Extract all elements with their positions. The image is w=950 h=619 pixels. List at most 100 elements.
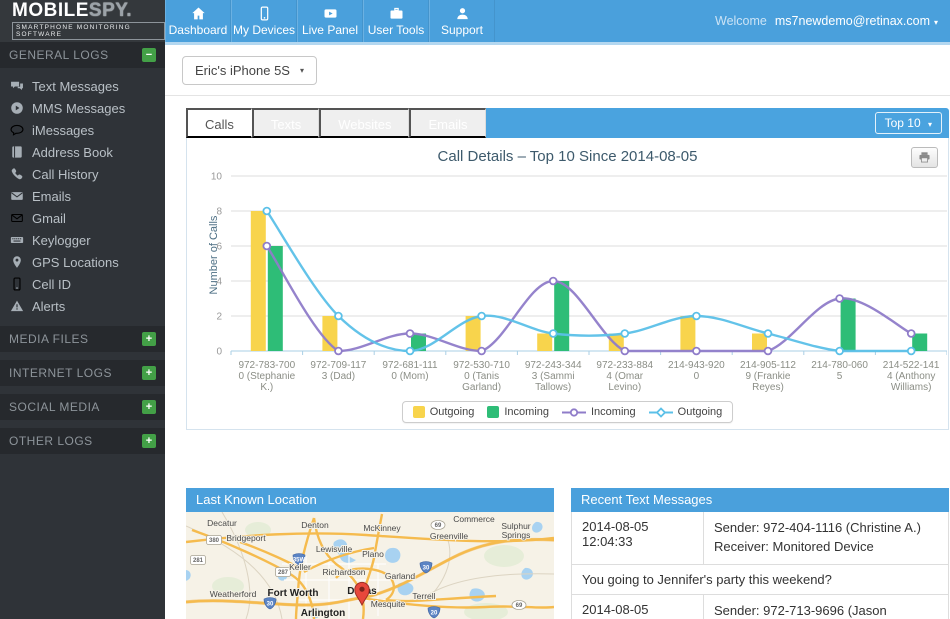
top-nav: DashboardMy DevicesLive PanelUser Tools S…: [165, 0, 495, 42]
x-axis-labels: 972-783-700 0 (Stephanie K.)972-709-117 …: [231, 360, 947, 393]
map-city-label-denton: Denton: [301, 520, 329, 530]
svg-text:30: 30: [267, 602, 274, 608]
nav-item-my-devices[interactable]: My Devices: [231, 0, 297, 42]
keyboard-icon: [10, 233, 24, 247]
sidebar-item-alerts[interactable]: Alerts: [0, 295, 165, 317]
top-filter-label: Top 10: [885, 116, 921, 130]
x-axis-tick-label: 214-905-112 9 (Frankie Reyes): [732, 360, 804, 393]
nav-item-live-panel[interactable]: Live Panel: [297, 0, 363, 42]
dashboard-body: CallsTextsWebsitesEmails Top 10 ▾ Call De…: [165, 96, 950, 619]
expand-section-button[interactable]: +: [142, 434, 156, 448]
sidebar-item-gps-locations[interactable]: GPS Locations: [0, 251, 165, 273]
collapse-section-button[interactable]: −: [142, 48, 156, 62]
map-city-label-decatur: Decatur: [207, 518, 237, 528]
location-map[interactable]: 38028128735W3030206969DecaturBridgeportD…: [186, 512, 554, 619]
chevron-down-icon: ▾: [300, 66, 304, 75]
account-menu[interactable]: ms7newdemo@retinax.com▾: [775, 14, 938, 28]
envelope-icon: [10, 189, 24, 203]
sidebar-item-label: Call History: [32, 167, 98, 182]
call-details-chart-panel: Call Details – Top 10 Since 2014-08-05 N…: [186, 138, 949, 430]
sidebar-items: Text MessagesMMS MessagesiMessages Addres…: [0, 68, 165, 326]
sidebar-item-label: Emails: [32, 189, 71, 204]
sidebar-section-label: OTHER LOGS: [9, 434, 142, 448]
sidebar-section-label: GENERAL LOGS: [9, 48, 142, 62]
legend-label: Outgoing: [678, 406, 723, 418]
phone-icon: [10, 167, 24, 181]
tab-emails[interactable]: Emails: [409, 108, 485, 138]
sidebar-section-label: INTERNET LOGS: [9, 366, 142, 380]
x-axis-tick-label: 972-530-710 0 (Tanis Garland): [446, 360, 518, 393]
x-axis-tick-label: 214-780-060 5: [804, 360, 876, 393]
chart-area: Number of Calls 0246810 972-783-700 0 (S…: [197, 171, 938, 423]
map-city-label-richardson: Richardson: [323, 567, 366, 577]
tab-calls[interactable]: Calls: [186, 108, 252, 138]
print-button[interactable]: [911, 147, 938, 168]
cellphone-icon: [10, 277, 24, 291]
sidebar-item-gmail[interactable]: Gmail: [0, 207, 165, 229]
warning-icon: [10, 299, 24, 313]
chevron-down-icon: ▾: [934, 18, 938, 27]
device-selector[interactable]: Eric's iPhone 5S ▾: [182, 56, 317, 85]
nav-item-label: Support: [441, 23, 483, 37]
map-city-label-arlington: Arlington: [301, 608, 345, 619]
message-meta-row: 2014-08-05 12:04:33 Sender: 972-404-1116 …: [572, 512, 948, 565]
tab-websites[interactable]: Websites: [319, 108, 409, 138]
legend-item-outgoing: Outgoing: [413, 406, 475, 418]
sidebar-item-mms-messages[interactable]: MMS Messages: [0, 97, 165, 119]
top-filter-dropdown[interactable]: Top 10 ▾: [875, 112, 942, 134]
map-city-label-commerce: Commerce: [453, 514, 495, 524]
map-city-label-weatherford: Weatherford: [210, 589, 257, 599]
nav-item-support[interactable]: Support: [429, 0, 495, 42]
sidebar-item-imessages[interactable]: iMessages: [0, 119, 165, 141]
y-axis-label: Number of Calls: [208, 200, 220, 310]
svg-text:281: 281: [193, 558, 204, 564]
legend-label: Incoming: [504, 406, 549, 418]
sidebar-item-label: Keylogger: [32, 233, 91, 248]
message-timestamp: 2014-08-05 11:19:34: [572, 595, 704, 619]
map-city-label-sulphur-springs: SulphurSprings: [501, 521, 530, 540]
sidebar-section-internet-logs: INTERNET LOGS+: [0, 360, 165, 386]
logo-wordmark: MOBILESPY.: [12, 2, 165, 20]
recent-text-messages-panel: Recent Text Messages 2014-08-05 12:04:33…: [571, 488, 949, 619]
main-content: Eric's iPhone 5S ▾ CallsTextsWebsitesEma…: [165, 42, 950, 619]
sidebar-item-emails[interactable]: Emails: [0, 185, 165, 207]
person-icon: [455, 6, 470, 21]
legend-swatch-square: [413, 406, 425, 418]
legend-item-incoming: Incoming: [487, 406, 549, 418]
map-city-label-mckinney: McKinney: [363, 523, 401, 533]
nav-item-dashboard[interactable]: Dashboard: [165, 0, 231, 42]
expand-section-button[interactable]: +: [142, 400, 156, 414]
x-axis-tick-label: 972-243-344 3 (Sammi Tallows): [517, 360, 589, 393]
sidebar-section-header-social-media: SOCIAL MEDIA+: [0, 394, 165, 420]
sidebar-section-general-logs: GENERAL LOGS−Text MessagesMMS MessagesiM…: [0, 42, 165, 326]
chart-legend: Outgoing Incoming Incoming Outgoing: [402, 401, 734, 423]
printer-icon: [918, 151, 931, 164]
nav-item-user-tools[interactable]: User Tools: [363, 0, 429, 42]
play-circle-icon: [10, 101, 24, 115]
sidebar-item-call-history[interactable]: Call History: [0, 163, 165, 185]
map-city-label-plano: Plano: [362, 549, 384, 559]
tab-texts[interactable]: Texts: [252, 108, 319, 138]
svg-text:69: 69: [435, 523, 442, 529]
sidebar-section-social-media: SOCIAL MEDIA+: [0, 394, 165, 420]
messages-panel-title: Recent Text Messages: [571, 488, 949, 512]
sidebar: GENERAL LOGS−Text MessagesMMS MessagesiM…: [0, 42, 165, 619]
message-timestamp: 2014-08-05 12:04:33: [572, 512, 704, 564]
message-sender: Sender: 972-404-1116 (Christine A.): [714, 519, 921, 538]
sidebar-item-cell-id[interactable]: Cell ID: [0, 273, 165, 295]
expand-section-button[interactable]: +: [142, 332, 156, 346]
home-icon: [191, 6, 206, 21]
svg-text:20: 20: [431, 611, 438, 617]
svg-text:287: 287: [278, 570, 289, 576]
sidebar-item-label: Address Book: [32, 145, 113, 160]
sidebar-item-keylogger[interactable]: Keylogger: [0, 229, 165, 251]
sidebar-item-address-book[interactable]: Address Book: [0, 141, 165, 163]
sidebar-section-header-general-logs: GENERAL LOGS−: [0, 42, 165, 68]
header-spacer: [495, 0, 715, 42]
messages-table: 2014-08-05 12:04:33 Sender: 972-404-1116 …: [571, 512, 949, 619]
message-body: You going to Jennifer's party this weeke…: [572, 565, 948, 595]
legend-item-incoming: Incoming: [562, 406, 636, 418]
logo-tagline: SMARTPHONE MONITORING SOFTWARE: [12, 22, 165, 40]
sidebar-item-text-messages[interactable]: Text Messages: [0, 75, 165, 97]
expand-section-button[interactable]: +: [142, 366, 156, 380]
